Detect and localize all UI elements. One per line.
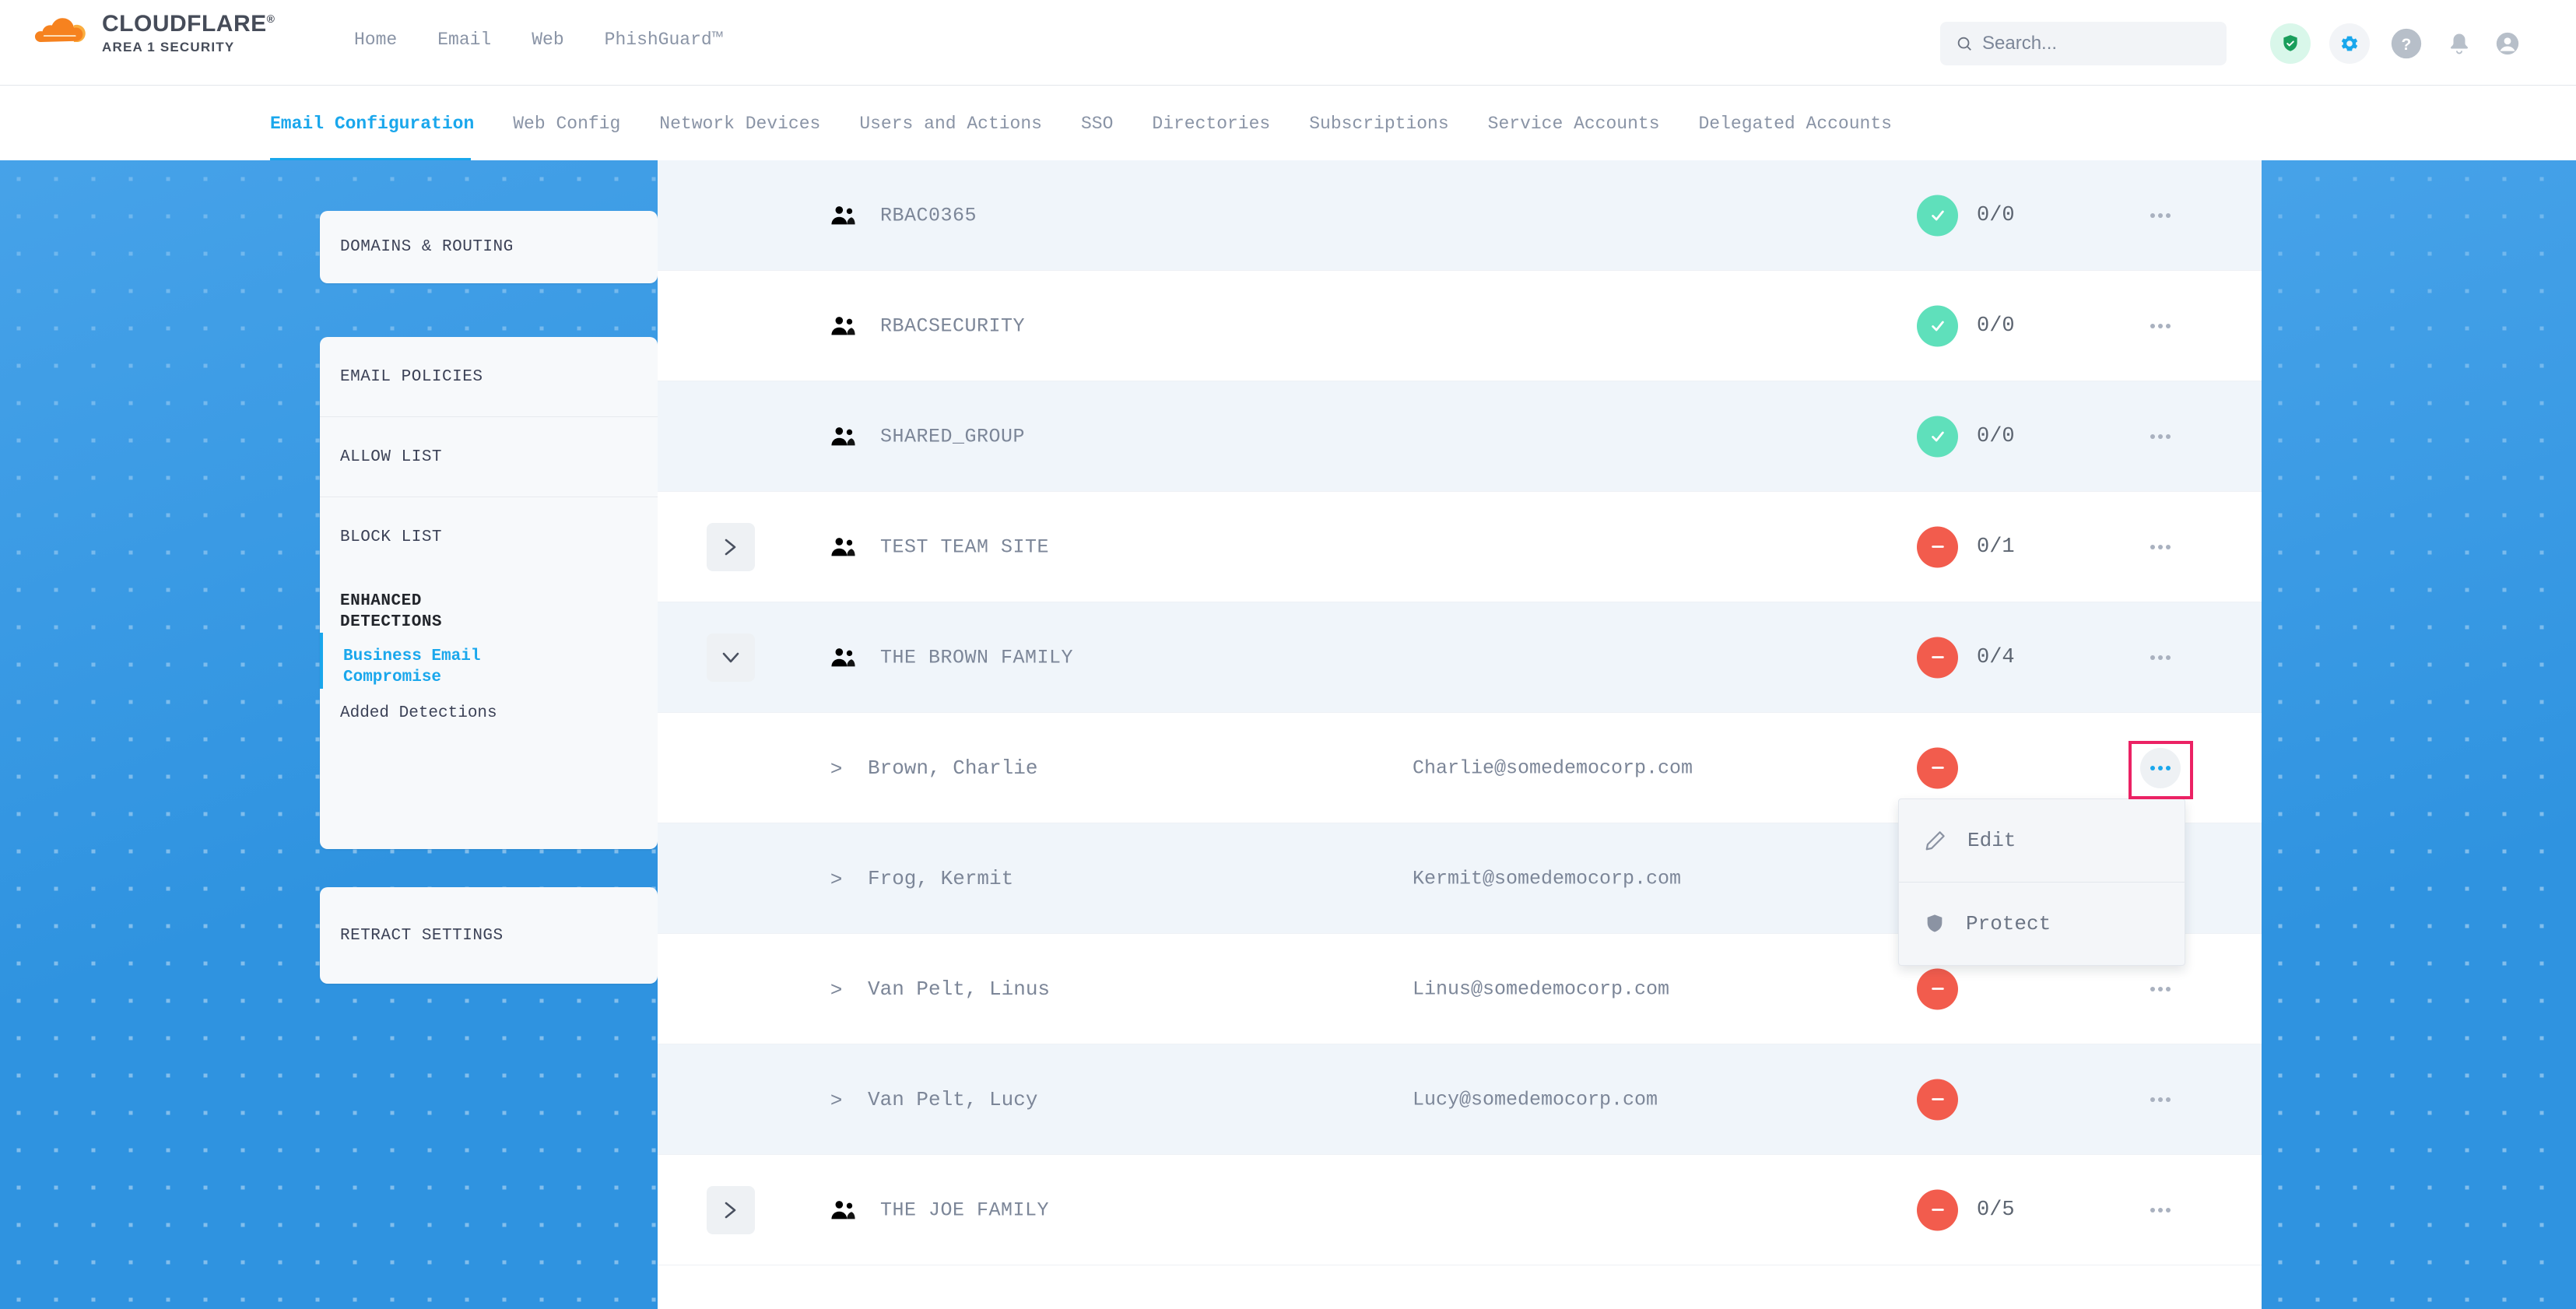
svg-text:?: ? (2402, 36, 2412, 54)
